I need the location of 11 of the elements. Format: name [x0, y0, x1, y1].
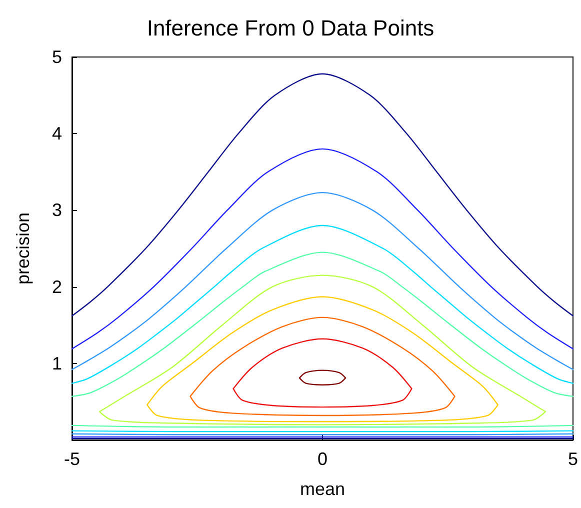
chart-title: Inference From 0 Data Points [146, 16, 434, 40]
y-tick-label: 1 [52, 353, 62, 374]
x-tick-label: 0 [317, 449, 328, 469]
x-axis-title: mean [300, 479, 346, 499]
y-tick-label: 3 [52, 200, 62, 220]
y-tick-label: 2 [52, 276, 62, 297]
y-axis-title: precision [13, 212, 33, 285]
x-tick-label: 5 [568, 449, 578, 469]
y-tick-label: 4 [52, 124, 62, 144]
y-tick-label: 5 [52, 47, 62, 67]
x-tick-label: -5 [64, 449, 80, 469]
